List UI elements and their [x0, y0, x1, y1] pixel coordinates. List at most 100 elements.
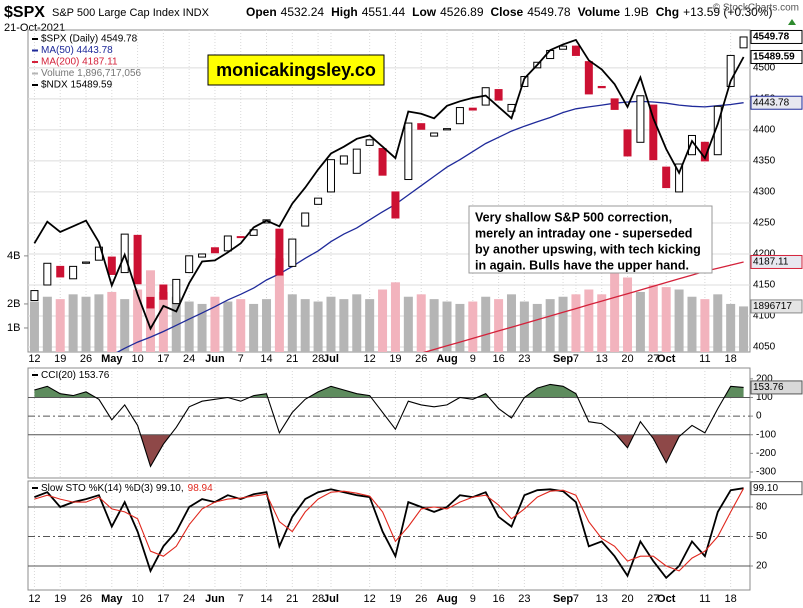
last-value-box: [750, 481, 803, 496]
candle-body: [365, 139, 374, 146]
volume-bar: [494, 299, 504, 352]
legend-label: MA(50) 4443.78: [41, 45, 113, 56]
x-tick-label: 18: [725, 593, 737, 605]
x-tick-label: May: [101, 593, 123, 605]
volume-bar: [726, 303, 736, 352]
x-tick-label: 14: [260, 593, 272, 605]
volume-bar: [133, 289, 143, 352]
x-tick-label: 12: [28, 353, 40, 365]
candle-body: [468, 107, 477, 111]
volume-bar: [571, 294, 581, 352]
series-line: [34, 488, 745, 572]
x-tick-label: Sep: [553, 593, 573, 605]
x-tick-label: 12: [364, 593, 376, 605]
x-tick-label: 7: [238, 353, 244, 365]
candle-body: [391, 191, 400, 219]
volume-bar: [687, 296, 697, 352]
volume-bar: [584, 289, 594, 352]
volume-tick-label: 4B: [7, 250, 20, 262]
volume-bar: [661, 287, 671, 352]
x-tick-label: Aug: [436, 593, 457, 605]
x-tick-label: May: [101, 353, 123, 365]
candle-body: [43, 262, 52, 286]
volume-bar: [352, 294, 362, 352]
candle-body: [30, 290, 39, 302]
x-tick-label: 12: [28, 593, 40, 605]
annotation-line: by another upswing, with tech kicking: [475, 242, 701, 256]
quote-value: 4526.89: [440, 5, 484, 19]
x-tick-label: 27: [647, 593, 659, 605]
candle-body: [584, 61, 593, 95]
candle-body: [288, 238, 297, 267]
volume-bar: [674, 289, 684, 352]
candle-body: [301, 212, 310, 227]
y-tick-label: 4300: [753, 187, 776, 198]
volume-tick-label: 2B: [7, 298, 20, 310]
volume-bar: [158, 291, 168, 352]
x-tick-label: 26: [80, 353, 92, 365]
change-arrow: [788, 19, 796, 25]
y-tick-label: 20: [756, 561, 768, 572]
volume-bar: [262, 299, 272, 352]
last-value-box: [750, 49, 803, 64]
y-tick-label: 200: [756, 373, 773, 384]
y-tick-label: 0: [756, 411, 762, 422]
x-tick-label: Jun: [205, 593, 225, 605]
x-tick-label: 17: [157, 353, 169, 365]
volume-bar: [42, 296, 52, 352]
watermark: monicakingsley.co: [216, 60, 376, 80]
volume-bar: [120, 299, 130, 352]
x-tick-label: 7: [238, 593, 244, 605]
overlay: monicakingsley.co Very shallow S&P 500 co…: [207, 54, 713, 274]
candle-body: [559, 45, 568, 50]
volume-bar: [545, 299, 555, 352]
y-tick-label: 4350: [753, 156, 776, 167]
y-tick-label: 4050: [753, 342, 776, 353]
price-last-box: [750, 29, 803, 44]
last-value-label: 4187.11: [753, 257, 789, 268]
candle-body: [223, 235, 232, 252]
y-tick-label: -300: [756, 467, 776, 478]
volume-bar: [274, 258, 284, 352]
volume-bar: [249, 303, 259, 352]
y-tick-label: 80: [756, 502, 768, 513]
x-tick-label: 19: [54, 593, 66, 605]
volume-bar: [81, 296, 91, 352]
last-value-label: 15489.59: [753, 52, 795, 63]
last-value-label: 1896717: [753, 301, 792, 312]
last-value-label: 153.76: [753, 382, 784, 393]
volume-tick-label: 1B: [7, 322, 20, 334]
x-tick-label: Jul: [323, 593, 339, 605]
last-value-label: 4443.78: [753, 97, 790, 108]
series-line: [34, 487, 744, 580]
candle-body: [404, 122, 413, 181]
stochastic-panel: [27, 480, 751, 591]
x-tick-label: 9: [470, 353, 476, 365]
candle-body: [236, 236, 245, 239]
x-tick-label: 20: [621, 353, 633, 365]
last-value-box: [750, 380, 803, 395]
volume-bar: [145, 270, 155, 352]
volume-bar: [597, 294, 607, 352]
x-tick-label: 13: [596, 353, 608, 365]
last-value-box: [750, 95, 803, 110]
candle-body: [700, 141, 709, 162]
fill-above: [34, 384, 744, 398]
x-tick-label: 21: [286, 353, 298, 365]
watermark-box: [207, 54, 385, 86]
volume-bar: [635, 291, 645, 352]
quote-label: Chg: [656, 5, 679, 19]
x-tick-label: 7: [573, 593, 579, 605]
candle-body: [159, 284, 168, 300]
price-plot: [29, 36, 749, 352]
volume-bar: [378, 289, 388, 352]
legend-entry: CCI(20) 153.76: [41, 370, 110, 381]
x-tick-label: 23: [518, 593, 530, 605]
candle-body: [597, 85, 606, 89]
fill-below: [34, 434, 744, 467]
candle-body: [198, 253, 207, 258]
x-tick-label: Aug: [436, 353, 457, 365]
oscillator-plot: [28, 383, 750, 468]
quote-value: 4549.78: [527, 5, 571, 19]
